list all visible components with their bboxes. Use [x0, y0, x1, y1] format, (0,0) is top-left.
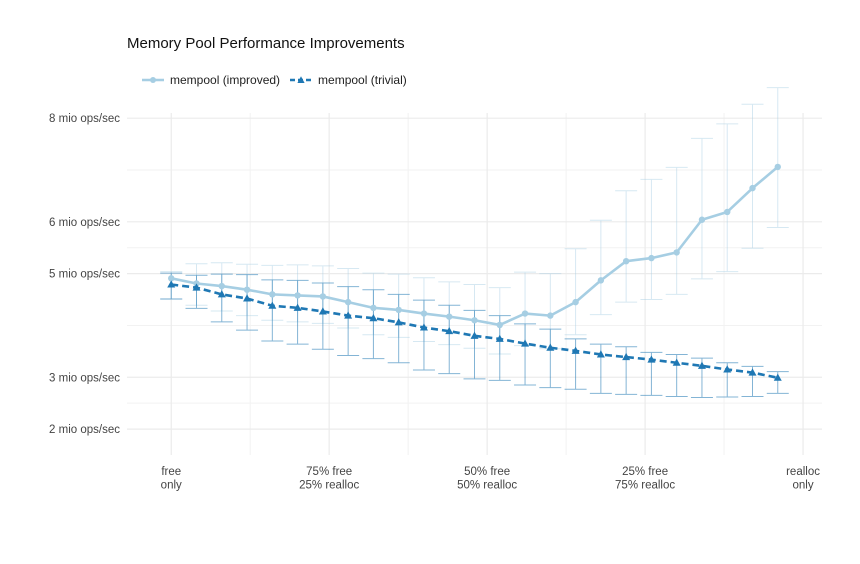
- grid: [127, 113, 822, 455]
- data-point-improved: [218, 282, 225, 290]
- x-tick-label: 25% free 75% realloc: [615, 466, 675, 492]
- data-point-trivial: [470, 331, 479, 339]
- legend-swatch-trivial: [290, 76, 313, 83]
- data-point-trivial: [647, 355, 656, 363]
- y-tick-label: 3 mio ops/sec: [49, 372, 120, 384]
- data-point-improved: [496, 321, 503, 329]
- error-bars-improved: [160, 87, 789, 355]
- data-point-trivial: [622, 352, 631, 361]
- data-point-improved: [370, 304, 377, 312]
- data-point-improved: [774, 163, 781, 171]
- data-point-trivial: [192, 283, 201, 291]
- data-point-improved: [597, 277, 605, 284]
- legend-item-trivial: mempool (trivial): [288, 73, 407, 87]
- data-point-improved: [395, 306, 402, 314]
- data-point-improved: [446, 313, 453, 320]
- data-point-trivial: [495, 334, 504, 342]
- data-point-trivial: [293, 303, 302, 311]
- data-point-trivial: [672, 358, 681, 366]
- data-point-improved: [724, 208, 731, 216]
- data-point-trivial: [596, 350, 605, 358]
- data-point-trivial: [217, 290, 226, 298]
- data-point-trivial: [748, 368, 757, 376]
- y-tick-label: 5 mio ops/sec: [49, 269, 120, 281]
- data-point-improved: [420, 310, 428, 317]
- data-point-trivial: [521, 339, 530, 347]
- data-point-improved: [547, 312, 554, 319]
- data-point-trivial: [419, 323, 428, 331]
- data-point-improved: [168, 275, 175, 282]
- x-tick-label: realloc only: [786, 466, 820, 492]
- data-point-improved: [521, 310, 529, 317]
- data-point-improved: [749, 184, 756, 192]
- y-tick-label: 8 mio ops/sec: [49, 113, 120, 125]
- data-point-trivial: [546, 343, 555, 351]
- y-tick-label: 6 mio ops/sec: [49, 217, 120, 229]
- x-tick-label: 75% free 25% realloc: [299, 466, 359, 492]
- data-point-improved: [319, 293, 327, 300]
- data-point-trivial: [369, 314, 378, 322]
- data-point-improved: [294, 292, 301, 299]
- legend-item-improved: mempool (improved): [140, 73, 280, 87]
- legend-label-trivial: mempool (trivial): [318, 73, 407, 87]
- data-point-trivial: [445, 326, 454, 335]
- data-point-trivial: [394, 318, 403, 326]
- legend-label-improved: mempool (improved): [170, 73, 281, 87]
- x-tick-label: free only: [161, 466, 182, 492]
- x-tick-label: 50% free 50% realloc: [457, 466, 517, 492]
- data-point-trivial: [344, 311, 353, 319]
- data-point-improved: [243, 286, 251, 293]
- data-point-improved: [648, 254, 655, 262]
- data-point-trivial: [167, 280, 176, 288]
- data-point-improved: [673, 249, 680, 256]
- data-point-improved: [622, 258, 630, 265]
- data-point-improved: [344, 298, 352, 306]
- data-point-trivial: [697, 361, 706, 369]
- y-tick-label: 2 mio ops/sec: [49, 424, 120, 436]
- data-point-improved: [572, 298, 579, 306]
- legend-swatch-improved: [142, 77, 164, 83]
- data-point-improved: [471, 317, 478, 324]
- data-point-improved: [698, 216, 706, 223]
- data-point-trivial: [723, 365, 732, 373]
- chart-title: Memory Pool Performance Improvements: [127, 35, 405, 52]
- data-point-trivial: [571, 346, 580, 354]
- data-point-trivial: [268, 301, 277, 309]
- legend: mempool (improved) mempool (trivial): [140, 70, 415, 90]
- data-point-trivial: [773, 373, 782, 381]
- data-point-trivial: [243, 294, 252, 302]
- data-point-trivial: [318, 307, 327, 315]
- data-point-improved: [269, 291, 276, 298]
